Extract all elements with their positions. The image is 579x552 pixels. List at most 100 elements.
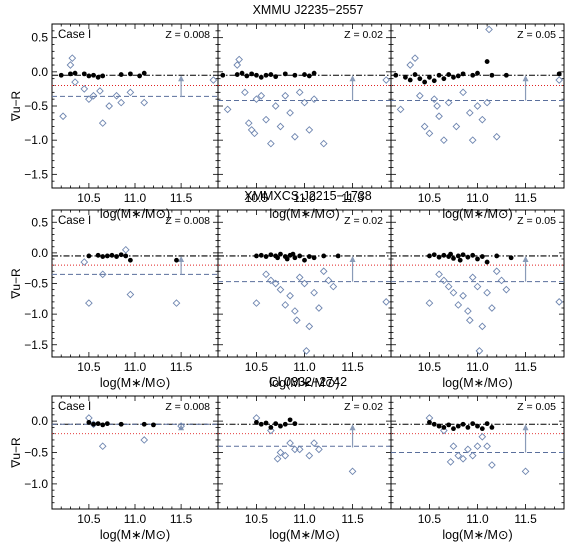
filled-point bbox=[137, 73, 143, 79]
open-diamond-point bbox=[440, 136, 448, 145]
open-diamond-point bbox=[488, 461, 496, 469]
y-tick-label: 0.5 bbox=[31, 31, 48, 45]
open-diamond-point bbox=[478, 432, 487, 441]
open-diamond-point bbox=[502, 285, 511, 294]
open-diamond-point bbox=[85, 95, 93, 104]
open-diamond-point bbox=[488, 304, 496, 312]
filled-point bbox=[100, 73, 106, 79]
open-diamond-point bbox=[483, 98, 491, 107]
filled-point bbox=[263, 420, 269, 426]
open-diamond-point bbox=[497, 276, 506, 285]
open-diamond-point bbox=[485, 25, 493, 34]
chart-row-3: Cl 0332−2742 ∇u−R 10.5 11.0 11.5 0.0 −0.5 −1.0 l… bbox=[9, 375, 565, 542]
filled-point bbox=[86, 73, 92, 79]
open-diamond-point bbox=[281, 301, 290, 309]
open-diamond-point bbox=[126, 88, 135, 97]
filled-point bbox=[100, 254, 106, 259]
filled-point bbox=[234, 72, 240, 77]
open-diamond-point bbox=[319, 139, 328, 148]
x-axis-label: log(M∗/M⊙) bbox=[442, 528, 512, 542]
filled-point bbox=[254, 419, 259, 425]
open-diamond-point bbox=[435, 112, 443, 121]
filled-point bbox=[484, 59, 490, 64]
filled-point bbox=[290, 251, 296, 257]
filled-point bbox=[393, 72, 399, 78]
filled-point bbox=[412, 72, 418, 77]
open-diamond-point bbox=[295, 445, 304, 454]
open-diamond-point bbox=[68, 54, 77, 63]
open-diamond-point bbox=[140, 436, 149, 444]
filled-point bbox=[475, 70, 480, 76]
open-diamond-point bbox=[425, 129, 434, 138]
open-diamond-point bbox=[425, 299, 434, 307]
y-tick-label: −1.5 bbox=[24, 338, 48, 352]
open-diamond-point bbox=[465, 316, 474, 325]
filled-point bbox=[239, 70, 245, 76]
open-diamond-point bbox=[281, 451, 290, 460]
filled-point bbox=[273, 74, 279, 80]
filled-point bbox=[321, 253, 327, 259]
open-diamond-point bbox=[465, 108, 474, 117]
open-diamond-point bbox=[80, 258, 89, 266]
y-axis-label: ∇u−R bbox=[9, 90, 23, 122]
filled-point bbox=[268, 252, 274, 258]
filled-point bbox=[436, 254, 442, 260]
open-diamond-point bbox=[267, 426, 275, 435]
open-diamond-point bbox=[262, 270, 270, 279]
filled-point bbox=[275, 255, 280, 261]
open-diamond-point bbox=[241, 88, 249, 97]
filled-point bbox=[484, 421, 490, 427]
filled-point bbox=[479, 254, 485, 259]
open-diamond-point bbox=[292, 316, 301, 325]
open-diamond-point bbox=[257, 91, 266, 100]
filled-point bbox=[479, 426, 485, 432]
open-diamond-point bbox=[172, 299, 181, 307]
metallicity-label: Z = 0.05 bbox=[517, 29, 556, 41]
filled-point bbox=[68, 71, 73, 77]
metallicity-label: Z = 0.05 bbox=[517, 215, 556, 227]
x-tick-label: 11.0 bbox=[466, 191, 489, 205]
filled-point bbox=[127, 257, 133, 263]
x-tick-label: 10.5 bbox=[245, 512, 269, 526]
x-tick-label: 11.0 bbox=[466, 360, 489, 374]
open-diamond-point bbox=[478, 115, 487, 124]
filled-point bbox=[118, 421, 124, 427]
open-diamond-point bbox=[459, 454, 467, 463]
filled-point bbox=[446, 72, 452, 77]
filled-point bbox=[91, 72, 96, 78]
open-diamond-point bbox=[492, 132, 501, 141]
filled-point bbox=[72, 70, 78, 76]
filled-point bbox=[441, 424, 447, 430]
x-tick-label: 11.5 bbox=[514, 191, 537, 205]
y-tick-label: −0.5 bbox=[24, 277, 48, 291]
open-diamond-point bbox=[117, 98, 126, 107]
filled-point bbox=[95, 252, 101, 258]
panel-frame bbox=[390, 23, 565, 189]
metallicity-label: Z = 0.008 bbox=[165, 215, 210, 227]
x-tick-label: 11.5 bbox=[341, 360, 364, 374]
panel-1: 10.5 11.0 11.5 0.0 −0.5 −1.0 log(M∗/M⊙) Case I Z… bbox=[24, 395, 219, 542]
open-diamond-point bbox=[464, 445, 472, 454]
filled-point bbox=[263, 72, 269, 78]
filled-point bbox=[489, 72, 495, 78]
filled-point bbox=[258, 74, 264, 80]
open-diamond-point bbox=[66, 61, 75, 69]
metallicity-label: Z = 0.02 bbox=[344, 401, 383, 413]
open-diamond-point bbox=[483, 288, 491, 297]
filled-point bbox=[268, 72, 274, 77]
filled-point bbox=[436, 72, 442, 78]
open-diamond-point bbox=[406, 61, 415, 69]
x-axis-label: log(M∗/M⊙) bbox=[100, 528, 170, 542]
x-tick-label: 11.0 bbox=[293, 191, 316, 205]
filled-point bbox=[95, 74, 101, 80]
filled-point bbox=[254, 253, 259, 259]
filled-point bbox=[427, 253, 432, 259]
filled-point bbox=[335, 253, 341, 259]
filled-point bbox=[427, 74, 432, 80]
x-axis-label: log(M∗/M⊙) bbox=[269, 376, 339, 390]
open-diamond-point bbox=[483, 442, 491, 451]
